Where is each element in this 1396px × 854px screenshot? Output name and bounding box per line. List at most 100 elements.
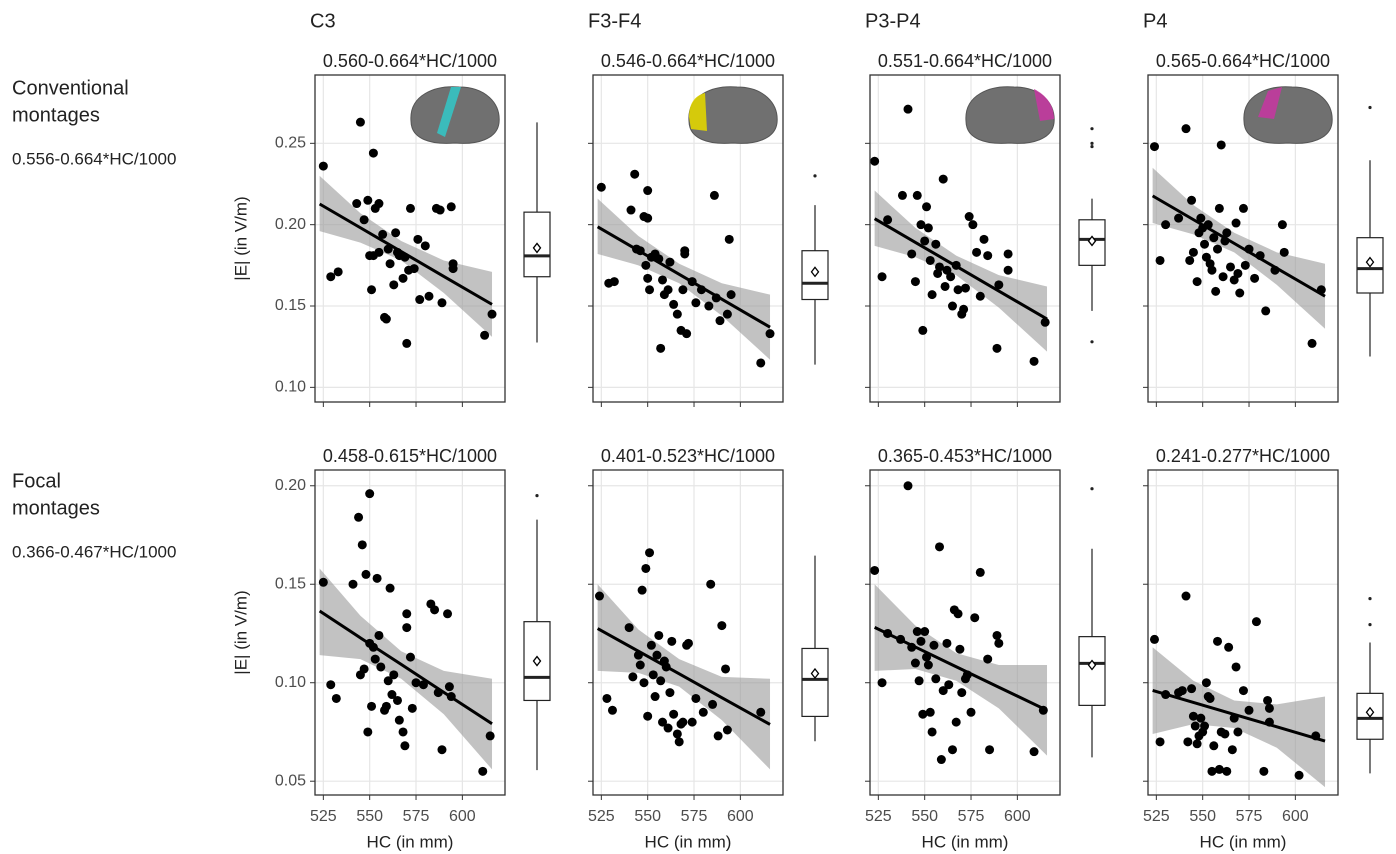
data-point [359,664,369,674]
x-tick-label: 550 [356,808,383,825]
data-point [951,717,961,727]
brain-shape [410,86,500,144]
data-point [994,280,1004,290]
data-point [992,630,1002,640]
data-point [667,636,677,646]
data-point [400,741,410,751]
data-point [394,715,404,725]
data-point [357,540,367,550]
x-tick-label: 525 [310,808,337,825]
panel-subtitle: 0.551-0.664*HC/1000 [878,51,1052,71]
data-point [870,565,880,575]
data-point [1214,764,1224,774]
data-point [1263,695,1273,705]
data-point [418,680,428,690]
x-tick-label: 550 [634,808,661,825]
data-point [1261,306,1271,316]
data-point [1003,265,1013,275]
data-point [1216,140,1226,150]
data-point [669,709,679,719]
data-point [352,199,362,209]
data-point [1187,684,1197,694]
box-outlier [1368,105,1372,110]
data-point [607,705,617,715]
x-tick-label: 575 [403,808,430,825]
data-point [1187,195,1197,205]
data-point [927,290,937,300]
data-point [635,660,645,670]
data-point [1250,273,1260,283]
data-point [643,186,653,196]
data-point [665,688,675,698]
panel-subtitle: 0.560-0.664*HC/1000 [323,51,497,71]
data-point [391,228,401,238]
plot-border [1147,74,1339,403]
data-point [331,693,341,703]
confidence-band [1152,167,1326,329]
data-point [691,693,701,703]
data-point [877,678,887,688]
x-tick-label: 600 [1282,808,1309,825]
fit-line [1151,194,1326,298]
data-point [704,301,714,311]
data-point [663,285,673,295]
data-point [1279,247,1289,257]
fit-line [873,626,1048,712]
fit-line [596,627,771,726]
data-point [1214,203,1224,213]
data-point [931,674,941,684]
data-point [678,717,688,727]
data-point [927,727,937,737]
data-point [1235,288,1245,298]
data-point [944,680,954,690]
data-point [935,262,945,272]
data-point [1188,247,1198,257]
brain-region [1258,87,1282,119]
data-point [1277,220,1287,230]
data-point [903,104,913,114]
data-point [443,609,453,619]
data-point [663,723,673,733]
box-mean [810,266,820,278]
box-outlier [535,494,539,498]
plot-border [1147,469,1339,796]
data-point [326,680,336,690]
x-tick-label: 575 [1236,808,1263,825]
data-point [1238,203,1248,213]
data-point [594,591,604,601]
data-point [923,660,933,670]
data-point [402,338,412,348]
data-point [444,682,454,692]
data-point [756,707,766,717]
data-point [953,609,963,619]
data-point [658,275,668,285]
data-point [910,658,920,668]
data-point [916,220,926,230]
data-point [367,701,377,711]
data-point [922,202,932,212]
data-point [478,766,488,776]
data-point [355,117,365,127]
y-tick-label: 0.15 [275,297,306,314]
data-point [1224,642,1234,652]
data-point [925,255,935,265]
data-point [385,583,395,593]
column-title: C3 [310,10,336,32]
data-point [1213,244,1223,254]
data-point [1205,693,1215,703]
data-point [966,707,976,717]
data-point [960,283,970,293]
data-point [724,234,734,244]
data-point [953,285,963,295]
data-point [722,309,732,319]
data-point [381,701,391,711]
data-point [1192,739,1202,749]
data-point [630,169,640,179]
data-point [363,195,373,205]
panel-subtitle: 0.365-0.453*HC/1000 [878,446,1052,466]
x-tick-label: 550 [1189,808,1216,825]
data-point [975,291,985,301]
data-point [637,585,647,595]
x-axis-label: HC (in mm) [367,832,454,851]
